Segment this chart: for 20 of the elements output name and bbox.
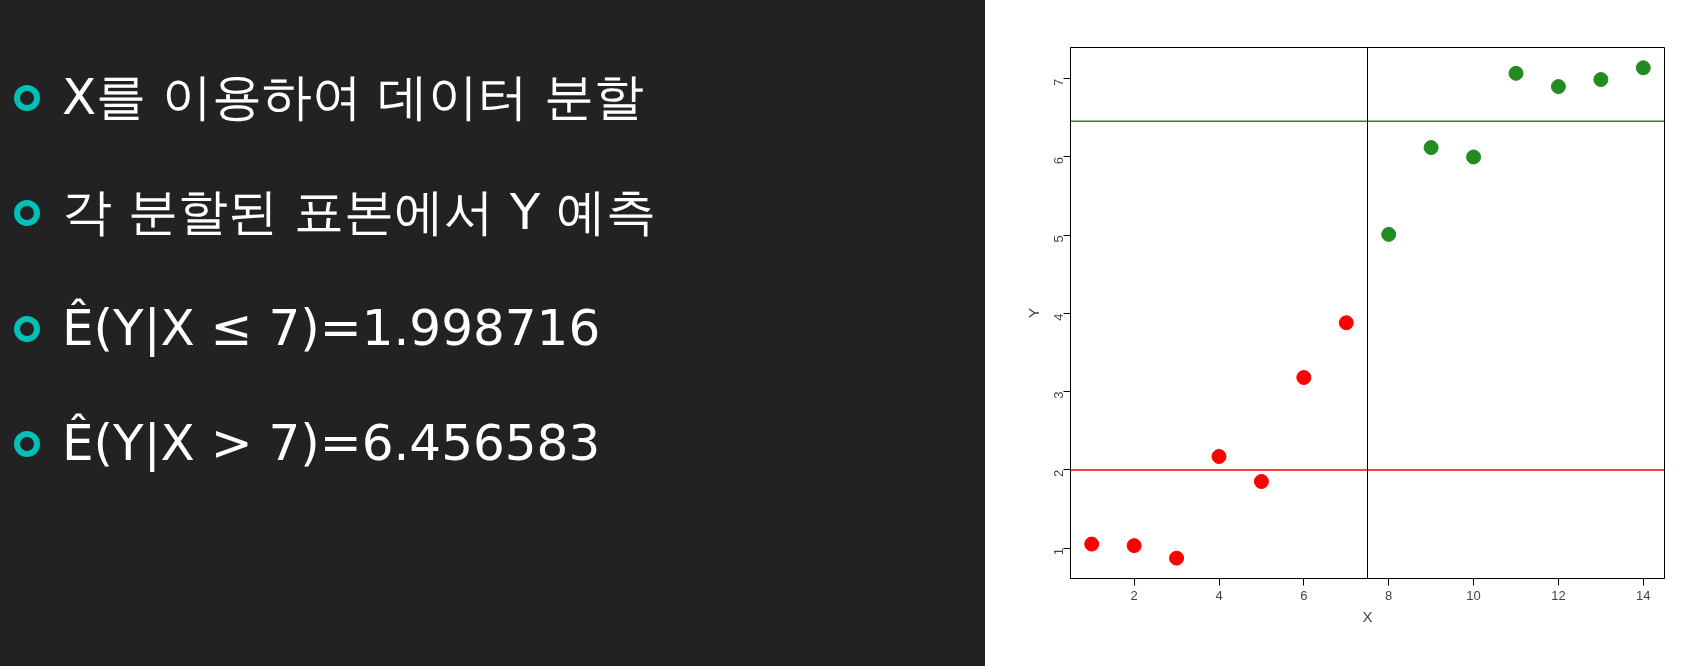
y-tick-label: 2: [1051, 469, 1066, 478]
x-tick-label: 8: [1385, 587, 1393, 603]
x-tick-label: 4: [1215, 587, 1223, 603]
x-tick-label: 12: [1551, 587, 1566, 603]
x-tick-label: 6: [1300, 587, 1308, 603]
y-tick-label: 1: [1051, 548, 1066, 556]
y-tick-label: 7: [1051, 78, 1066, 87]
text: X를 이용하여 데이터 분할: [62, 67, 644, 128]
y-tick-label: 5: [1051, 235, 1066, 243]
y-tick-label: 6: [1051, 156, 1066, 165]
text: 각 분할된 표본에서 Y 예측: [62, 182, 657, 244]
x-tick-label: 2: [1130, 587, 1138, 603]
y-axis-title: Y: [1024, 307, 1042, 318]
x-tick-label: 10: [1466, 587, 1481, 603]
text: Ê(Y|X > 7)=6.456583: [62, 412, 601, 475]
x-axis-title: X: [1362, 607, 1373, 625]
x-tick-label: 14: [1636, 587, 1651, 603]
text: Ê(Y|X ≤ 7)=1.998716: [62, 297, 601, 359]
y-tick-label: 3: [1051, 391, 1066, 399]
y-tick-label: 4: [1051, 313, 1066, 321]
